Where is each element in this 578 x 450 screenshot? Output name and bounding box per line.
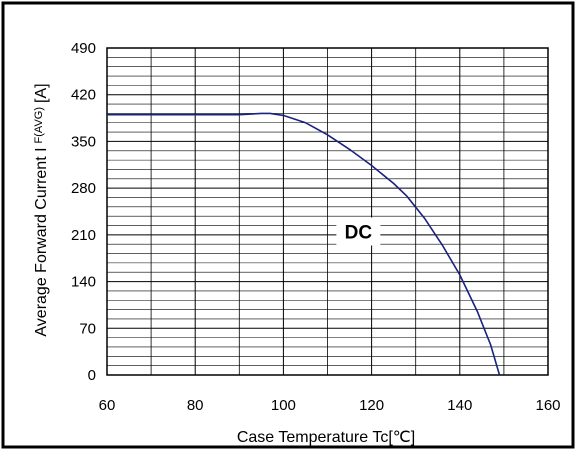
y-axis-title-subscript: F(AVG) [33,107,45,143]
x-tick-labels: 60 80 100 120 140 160 [99,397,561,414]
y-tick-label: 0 [88,367,96,384]
x-tick-label: 100 [271,397,296,414]
y-tick-label: 350 [71,133,96,150]
x-tick-label: 120 [359,397,384,414]
x-tick-label: 80 [187,397,204,414]
y-tick-label: 70 [79,320,96,337]
annotation-dc: DC [345,223,373,244]
plot-frame [106,47,549,376]
y-axis-title-unit: [A] [33,83,50,103]
y-tick-label: 280 [71,180,96,197]
annotation-background [336,217,381,246]
x-axis-title: Case Temperature Tc[℃] [237,429,415,446]
series-line-dc [107,112,501,376]
y-tick-label: 490 [71,40,96,57]
y-axis-title-main: Average Forward Current I [33,147,50,336]
y-tick-label: 140 [71,274,96,291]
y-axis-title: Average Forward Current I F(AVG) [A] [33,83,50,336]
y-tick-labels: 0 70 140 210 280 350 420 490 [71,40,96,384]
y-tick-label: 420 [71,87,96,104]
y-tick-label: 210 [71,227,96,244]
x-tick-label: 160 [535,397,560,414]
grid [107,48,548,375]
x-tick-label: 140 [447,397,472,414]
x-tick-label: 60 [99,397,116,414]
